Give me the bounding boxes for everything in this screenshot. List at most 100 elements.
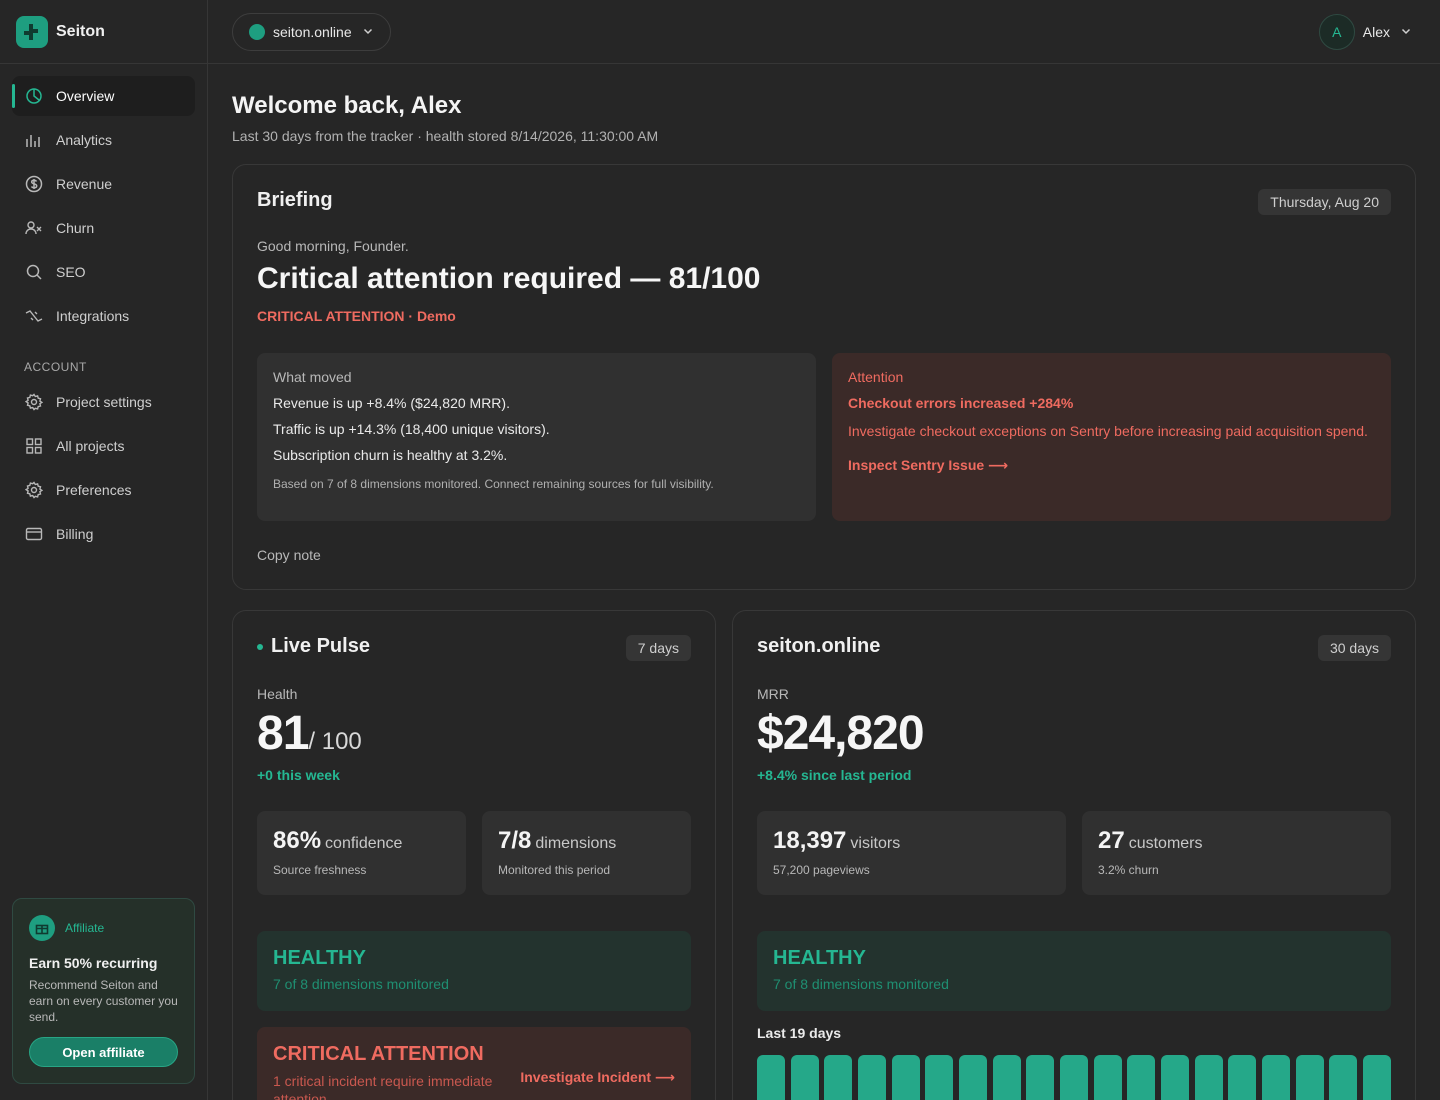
site-range-badge: 30 days	[1317, 635, 1391, 661]
day-status-bar[interactable]	[891, 1055, 920, 1100]
live-pulse-title-row: Live Pulse	[257, 635, 691, 658]
sidebar-item-label: All projects	[56, 438, 125, 454]
sidebar-item-churn[interactable]: Churn	[12, 208, 195, 248]
customers-tile: 27 customers 3.2% churn	[1082, 811, 1391, 895]
day-status-bar[interactable]	[1059, 1055, 1089, 1100]
day-status-bar[interactable]	[1362, 1055, 1391, 1100]
plug-icon	[24, 306, 44, 326]
day-status-bar[interactable]	[992, 1055, 1021, 1100]
user-x-icon	[24, 218, 44, 238]
day-status-bar[interactable]	[1295, 1055, 1324, 1100]
tile-unit: visitors	[850, 835, 901, 852]
brand-name: Seiton	[56, 22, 105, 40]
gear-icon	[24, 392, 44, 412]
healthy-status-panel: HEALTHY 7 of 8 dimensions monitored	[757, 931, 1391, 1011]
sidebar-item-all-projects[interactable]: All projects	[12, 426, 195, 466]
sidebar-item-overview[interactable]: Overview	[12, 76, 195, 116]
briefing-title: Briefing	[257, 189, 333, 211]
day-status-bar[interactable]	[790, 1055, 819, 1100]
dimensions-tile: 7/8 dimensions Monitored this period	[482, 811, 691, 895]
main-content: Welcome back, Alex Last 30 days from the…	[232, 64, 1416, 1100]
page-subtitle: Last 30 days from the tracker · health s…	[232, 128, 659, 144]
health-delta: +0 this week	[257, 767, 340, 783]
day-status-bar[interactable]	[1261, 1055, 1290, 1100]
briefing-headline: Critical attention required — 81/100	[257, 262, 761, 295]
tile-unit: customers	[1128, 835, 1203, 852]
healthy-status-panel: HEALTHY 7 of 8 dimensions monitored	[257, 931, 691, 1011]
seiton-logo-icon	[16, 15, 48, 48]
investigate-incident-link[interactable]: Investigate Incident ⟶	[520, 1069, 675, 1085]
what-moved-item: Revenue is up +8.4% ($24,820 MRR).	[273, 395, 510, 411]
tile-unit: confidence	[325, 835, 403, 852]
mrr-delta: +8.4% since last period	[757, 767, 912, 783]
tile-subtext: Source freshness	[273, 863, 367, 877]
sidebar-item-project-settings[interactable]: Project settings	[12, 382, 195, 422]
day-status-bar[interactable]	[1127, 1055, 1156, 1100]
tile-value: 18,397	[773, 827, 847, 854]
health-max: / 100	[308, 728, 362, 755]
day-status-bar[interactable]	[1228, 1055, 1257, 1100]
sidebar-item-label: Churn	[56, 220, 95, 236]
sidebar-item-integrations[interactable]: Integrations	[12, 296, 195, 336]
briefing-card: Briefing Thursday, Aug 20 Good morning, …	[232, 164, 1416, 590]
tile-subtext: 57,200 pageviews	[773, 863, 870, 877]
affiliate-description: Recommend Seiton and earn on every custo…	[29, 978, 178, 1024]
day-status-bar[interactable]	[1194, 1055, 1223, 1100]
main-nav: Overview Analytics Revenue Churn SEO Int…	[0, 64, 207, 554]
sidebar-item-revenue[interactable]: Revenue	[12, 164, 195, 204]
tile-value: 27	[1098, 827, 1125, 854]
visitors-tile: 18,397 visitors 57,200 pageviews	[757, 811, 1066, 895]
site-stat-tiles: 18,397 visitors 57,200 pageviews 27 custom…	[757, 811, 1391, 895]
health-label: Health	[257, 686, 298, 702]
sidebar-item-label: Overview	[56, 88, 115, 104]
sidebar-item-label: Revenue	[56, 176, 113, 192]
live-indicator-icon	[257, 643, 263, 650]
sidebar-item-label: SEO	[56, 264, 86, 280]
what-moved-label: What moved	[273, 369, 352, 385]
sidebar-item-label: Preferences	[56, 482, 132, 498]
overview-icon	[24, 86, 44, 106]
day-status-bar[interactable]	[1026, 1055, 1055, 1100]
sidebar-item-label: Billing	[56, 526, 94, 542]
what-moved-item: Subscription churn is healthy at 3.2%.	[273, 447, 508, 463]
day-status-bar[interactable]	[1329, 1055, 1358, 1100]
attention-label: Attention	[848, 369, 904, 385]
search-icon	[24, 262, 44, 282]
pulse-stat-tiles: 86% confidence Source freshness 7/8 dimens…	[257, 811, 691, 895]
what-moved-note: Based on 7 of 8 dimensions monitored. Co…	[273, 477, 714, 491]
chevron-down-icon	[362, 24, 374, 40]
inspect-sentry-link[interactable]: Inspect Sentry Issue ⟶	[848, 457, 1009, 473]
sidebar-item-preferences[interactable]: Preferences	[12, 470, 195, 510]
critical-status-panel: CRITICAL ATTENTION 1 critical incident r…	[257, 1027, 691, 1100]
day-status-bar[interactable]	[824, 1055, 853, 1100]
mrr-value: $24,820	[757, 707, 925, 760]
day-status-bar[interactable]	[857, 1055, 887, 1100]
briefing-date-badge: Thursday, Aug 20	[1258, 189, 1391, 215]
healthy-subtext: 7 of 8 dimensions monitored	[273, 976, 449, 992]
site-favicon-icon	[249, 24, 265, 40]
copy-note-button[interactable]: Copy note	[257, 547, 321, 563]
sidebar-item-billing[interactable]: Billing	[12, 514, 195, 554]
pulse-range-badge: 7 days	[625, 635, 691, 661]
day-status-bar[interactable]	[757, 1055, 786, 1100]
gift-icon	[29, 915, 55, 941]
attention-description: Investigate checkout exceptions on Sentr…	[848, 423, 1368, 439]
site-selector[interactable]: seiton.online	[232, 13, 391, 51]
confidence-tile: 86% confidence Source freshness	[257, 811, 466, 895]
user-name: Alex	[1362, 24, 1390, 40]
day-status-bar[interactable]	[925, 1055, 954, 1100]
sidebar-item-analytics[interactable]: Analytics	[12, 120, 195, 160]
day-status-bar[interactable]	[958, 1055, 988, 1100]
topbar: seiton.online A Alex	[208, 0, 1440, 64]
day-status-bar[interactable]	[1160, 1055, 1190, 1100]
open-affiliate-button[interactable]: Open affiliate	[29, 1037, 178, 1067]
day-status-bar[interactable]	[1093, 1055, 1122, 1100]
affiliate-label: Affiliate	[65, 921, 105, 935]
sidebar-item-seo[interactable]: SEO	[12, 252, 195, 292]
user-menu[interactable]: A Alex	[1318, 14, 1412, 50]
briefing-status: CRITICAL ATTENTION · Demo	[257, 308, 456, 324]
live-pulse-card: Live Pulse 7 days Health 81/ 100 +0 this…	[232, 610, 716, 1100]
brand[interactable]: Seiton	[0, 0, 207, 64]
attention-panel: Attention Checkout errors increased +284…	[832, 353, 1391, 521]
chevron-down-icon	[1400, 24, 1412, 40]
